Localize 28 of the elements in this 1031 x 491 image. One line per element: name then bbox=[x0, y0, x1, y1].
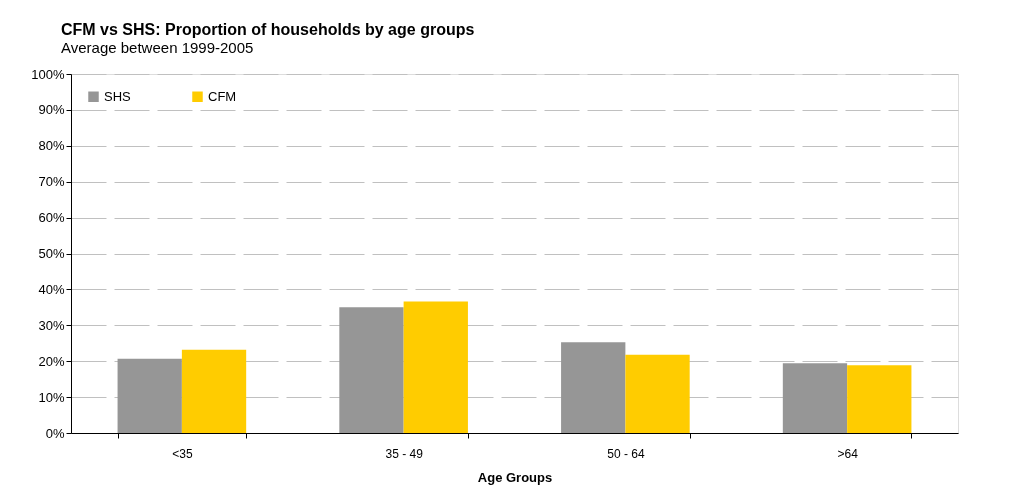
y-tick-label: 60% bbox=[38, 210, 65, 226]
x-tick-label: 50 - 64 bbox=[607, 446, 645, 461]
bar bbox=[403, 301, 468, 433]
bar bbox=[847, 365, 912, 433]
y-tick-label: 70% bbox=[38, 174, 65, 190]
y-tick-label: 50% bbox=[38, 246, 65, 261]
y-tick-label: 20% bbox=[38, 353, 65, 369]
y-tick-label: 30% bbox=[38, 317, 65, 333]
legend-label: CFM bbox=[208, 88, 237, 104]
y-tick-label: 80% bbox=[38, 138, 65, 154]
x-tick-label: 35 - 49 bbox=[385, 446, 424, 461]
y-tick-label: 90% bbox=[38, 102, 65, 118]
y-tick-label: 0% bbox=[45, 425, 65, 441]
bar bbox=[782, 363, 848, 433]
x-axis-title: Age Groups bbox=[477, 469, 553, 485]
y-tick-label: 40% bbox=[38, 281, 65, 297]
bar bbox=[625, 354, 690, 433]
chart-subtitle: Average between 1999-2005 bbox=[61, 39, 254, 56]
y-tick-label: 100% bbox=[31, 66, 65, 82]
bar bbox=[181, 349, 247, 433]
chart-title: CFM vs SHS: Proportion of households by age groups bbox=[61, 21, 475, 38]
y-tick-label: 10% bbox=[38, 389, 65, 405]
legend-label: SHS bbox=[104, 88, 132, 104]
x-tick-label: >64 bbox=[837, 446, 859, 461]
bar bbox=[339, 307, 404, 433]
bar bbox=[117, 358, 182, 433]
bar bbox=[561, 342, 626, 433]
x-tick-label: <35 bbox=[172, 446, 193, 461]
